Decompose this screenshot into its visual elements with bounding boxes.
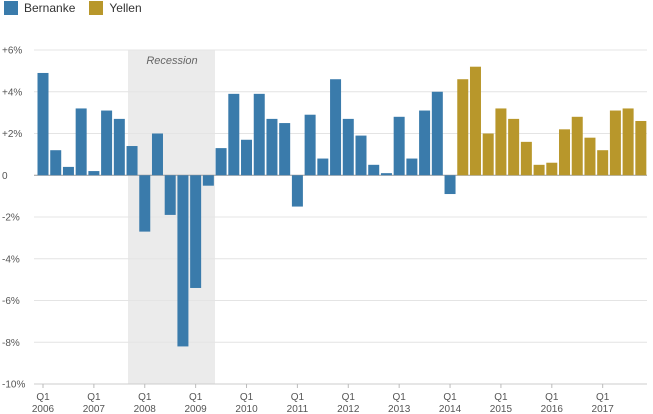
bar-yellen <box>520 141 532 176</box>
bar-bernanke <box>101 110 113 176</box>
y-tick-label: +4% <box>2 87 22 98</box>
x-tick-label-quarter: Q1 <box>342 392 356 403</box>
x-tick-label-quarter: Q1 <box>36 392 50 403</box>
x-tick-label-year: 2008 <box>134 404 157 414</box>
bar-bernanke <box>139 175 151 232</box>
y-tick-label: +2% <box>2 129 22 140</box>
bar-bernanke <box>330 79 342 176</box>
x-tick-label-year: 2017 <box>592 404 615 414</box>
bar-bernanke <box>62 166 74 176</box>
x-tick-label-quarter: Q1 <box>138 392 152 403</box>
bar-bernanke <box>253 93 265 176</box>
x-tick-label-year: 2006 <box>32 404 55 414</box>
bar-bernanke <box>317 158 329 176</box>
bar-yellen <box>609 110 621 176</box>
y-tick-label: -4% <box>2 254 20 265</box>
x-tick-label-quarter: Q1 <box>392 392 406 403</box>
x-tick-label-quarter: Q1 <box>240 392 254 403</box>
y-tick-label: -8% <box>2 338 20 349</box>
x-tick-label-year: 2010 <box>235 404 258 414</box>
bar-yellen <box>495 108 507 176</box>
bar-bernanke <box>228 93 240 176</box>
bar-yellen <box>469 66 481 176</box>
bar-bernanke <box>444 175 456 195</box>
bar-bernanke <box>368 164 380 176</box>
bar-bernanke <box>431 91 443 176</box>
bar-bernanke <box>266 118 278 176</box>
x-tick-label-quarter: Q1 <box>494 392 508 403</box>
bar-yellen <box>533 164 545 176</box>
x-tick-label-year: 2009 <box>185 404 208 414</box>
bar-bernanke <box>113 118 125 176</box>
x-tick-label-quarter: Q1 <box>443 392 457 403</box>
y-tick-label: +6% <box>2 46 22 57</box>
bar-bernanke <box>50 150 62 176</box>
x-tick-label-year: 2014 <box>439 404 462 414</box>
legend-swatch-yellen <box>89 1 104 15</box>
bar-bernanke <box>88 171 100 176</box>
legend-item-bernanke[interactable]: Bernanke <box>4 1 75 15</box>
bar-bernanke <box>202 175 214 186</box>
y-tick-label: 0 <box>2 171 8 182</box>
x-tick-label-year: 2011 <box>287 404 309 414</box>
bar-yellen <box>508 118 520 176</box>
x-tick-label-quarter: Q1 <box>291 392 305 403</box>
bar-bernanke <box>126 146 138 176</box>
bar-bernanke <box>406 158 418 176</box>
bar-bernanke <box>190 175 202 288</box>
bar-bernanke <box>380 173 392 176</box>
bar-bernanke <box>151 133 163 176</box>
bar-yellen <box>457 79 469 176</box>
bar-bernanke <box>291 175 303 207</box>
x-tick-label-year: 2015 <box>490 404 513 414</box>
bar-bernanke <box>177 175 189 347</box>
bar-yellen <box>559 129 571 176</box>
x-tick-label-year: 2013 <box>388 404 411 414</box>
x-tick-label-quarter: Q1 <box>596 392 610 403</box>
bar-yellen <box>584 137 596 176</box>
bar-yellen <box>635 120 647 176</box>
legend-label-yellen: Yellen <box>109 1 142 15</box>
x-tick-label-year: 2016 <box>541 404 564 414</box>
recession-label: Recession <box>146 55 197 67</box>
bar-bernanke <box>279 123 291 176</box>
legend-item-yellen[interactable]: Yellen <box>89 1 142 15</box>
bar-bernanke <box>304 114 316 176</box>
bar-bernanke <box>419 110 431 176</box>
bar-bernanke <box>393 116 405 176</box>
x-tick-label-quarter: Q1 <box>87 392 101 403</box>
bar-yellen <box>546 162 558 176</box>
bar-yellen <box>571 116 583 176</box>
legend-swatch-bernanke <box>4 1 18 15</box>
x-tick-label-year: 2007 <box>83 404 106 414</box>
bar-bernanke <box>215 148 227 176</box>
bar-bernanke <box>355 135 367 176</box>
x-tick-label-year: 2012 <box>337 404 360 414</box>
bar-yellen <box>597 150 609 176</box>
legend-label-bernanke: Bernanke <box>24 1 76 15</box>
bar-bernanke <box>241 139 253 176</box>
bar-yellen <box>622 108 634 176</box>
bar-bernanke <box>342 118 354 176</box>
chart-legend: Bernanke Yellen <box>4 0 156 16</box>
x-tick-label-quarter: Q1 <box>189 392 203 403</box>
bar-bernanke <box>75 108 87 176</box>
x-tick-label-quarter: Q1 <box>545 392 559 403</box>
y-tick-label: -2% <box>2 213 20 224</box>
bar-yellen <box>482 133 494 176</box>
y-tick-label: -10% <box>2 380 25 391</box>
y-tick-label: -6% <box>2 296 20 307</box>
bar-bernanke <box>164 175 176 215</box>
bar-bernanke <box>37 72 49 176</box>
